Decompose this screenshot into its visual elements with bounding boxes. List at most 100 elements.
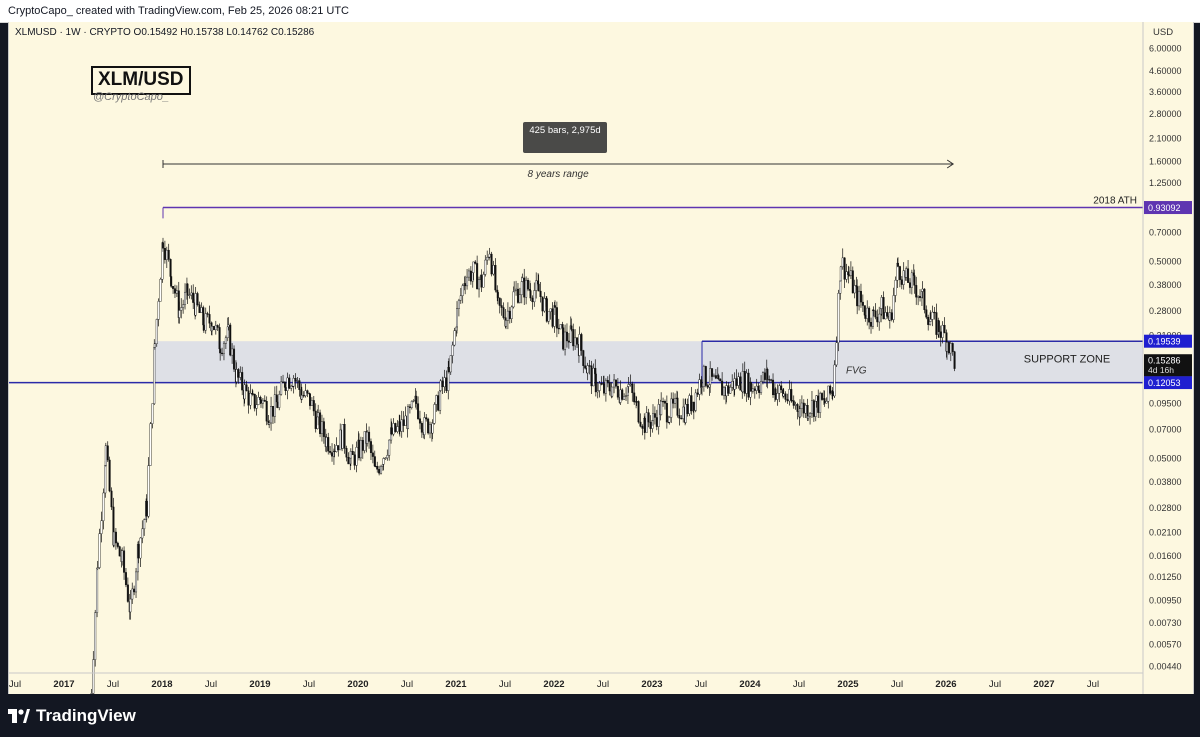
author-handle: @CryptoCapo_	[93, 91, 169, 103]
candle-body	[917, 296, 920, 298]
candle-body	[425, 417, 428, 420]
candle-body	[159, 279, 162, 302]
time-tick-label: Jul	[107, 679, 119, 690]
candle-body	[202, 324, 205, 331]
candle-body	[349, 451, 352, 459]
candle-body	[751, 388, 754, 392]
time-tick-label: Jul	[989, 679, 1001, 690]
candle-body	[678, 415, 681, 419]
candle-body	[335, 445, 338, 452]
candle-body	[284, 387, 287, 391]
price-tick-label: 0.38000	[1149, 280, 1182, 290]
candle-body	[139, 537, 142, 559]
candle-body	[261, 399, 264, 404]
price-tick-label: 0.05000	[1149, 453, 1182, 463]
candle-body	[531, 297, 534, 303]
price-label-text: 0.93092	[1148, 203, 1181, 213]
candle-body	[447, 367, 450, 373]
candle-body	[392, 423, 395, 435]
time-tick-label: 2026	[935, 679, 956, 690]
candle-body	[670, 398, 673, 418]
candle-body	[686, 404, 689, 414]
candle-body	[606, 380, 609, 383]
candle-body	[90, 693, 93, 694]
candle-body	[900, 279, 903, 285]
time-tick-label: Jul	[891, 679, 903, 690]
candle-body	[175, 290, 178, 294]
candle-body	[466, 276, 469, 287]
candle-body	[249, 393, 252, 406]
time-tick-label: Jul	[695, 679, 707, 690]
candle-body	[845, 271, 848, 280]
candle-body	[815, 395, 818, 402]
candle-body	[361, 440, 364, 451]
candle-body	[476, 263, 479, 290]
candle-body	[239, 372, 242, 378]
candle-body	[520, 281, 523, 295]
candle-body	[933, 311, 936, 314]
candle-body	[590, 365, 593, 387]
candle-body	[118, 546, 121, 557]
tradingview-logo-icon	[8, 709, 30, 723]
candle-body	[880, 297, 883, 309]
candle-body	[369, 441, 372, 454]
candle-body	[480, 275, 483, 288]
candle-body	[939, 331, 942, 338]
candle-body	[141, 528, 144, 539]
candle-body	[182, 304, 185, 308]
price-tick-label: 0.02100	[1149, 528, 1182, 538]
candle-body	[833, 364, 836, 397]
candle-body	[257, 396, 260, 405]
candle-body	[114, 531, 117, 544]
candle-body	[735, 378, 738, 386]
candle-body	[121, 550, 124, 562]
candle-body	[464, 283, 467, 287]
candle-body	[712, 375, 715, 377]
candle-body	[459, 295, 462, 301]
attribution-bar: CryptoCapo_ created with TradingView.com…	[0, 0, 1200, 23]
candle-body	[270, 406, 273, 424]
candle-body	[627, 384, 630, 387]
price-chart[interactable]: 8 years range 425 bars, 2,975d FVG SUPPORT …	[9, 22, 1193, 694]
candle-body	[725, 385, 728, 397]
candle-body	[353, 454, 356, 466]
candle-body	[221, 352, 224, 355]
candle-body	[410, 401, 413, 408]
candle-body	[882, 297, 885, 320]
candle-body	[872, 309, 875, 312]
candle-body	[474, 261, 477, 264]
candle-body	[137, 544, 140, 559]
candle-body	[856, 286, 859, 307]
candle-body	[782, 393, 785, 397]
candle-body	[953, 351, 956, 369]
candle-body	[124, 572, 127, 586]
candle-body	[774, 388, 777, 400]
candle-body	[629, 383, 632, 385]
candle-body	[839, 266, 842, 282]
chart-area[interactable]: XLMUSD · 1W · CRYPTO O0.15492 H0.15738 L…	[8, 22, 1194, 694]
candle-body	[645, 412, 648, 433]
candle-body	[702, 366, 705, 387]
candle-body	[741, 371, 744, 392]
candle-body	[582, 350, 585, 366]
candle-body	[827, 385, 830, 402]
candle-body	[766, 369, 769, 380]
candle-body	[390, 427, 393, 435]
candle-body	[780, 385, 783, 391]
candle-body	[554, 305, 557, 308]
candle-body	[941, 325, 944, 338]
candle-body	[604, 380, 607, 394]
price-tick-label: 4.60000	[1149, 66, 1182, 76]
candle-body	[608, 382, 611, 392]
candle-body	[478, 279, 481, 290]
candle-body	[692, 401, 695, 411]
candle-body	[923, 288, 926, 310]
candle-body	[790, 400, 793, 402]
candle-body	[870, 322, 873, 327]
candle-body	[294, 378, 297, 382]
candle-body	[586, 365, 589, 374]
candle-body	[498, 297, 501, 306]
candle-body	[420, 423, 423, 433]
candle-body	[723, 387, 726, 396]
candle-body	[378, 469, 381, 474]
